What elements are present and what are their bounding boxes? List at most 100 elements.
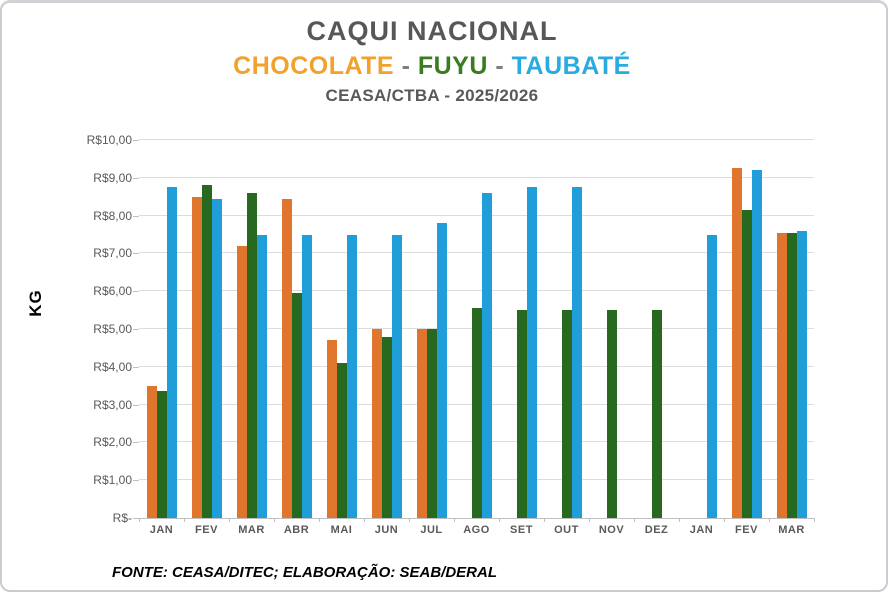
x-tick-mark bbox=[139, 518, 140, 522]
x-tick-mark bbox=[409, 518, 410, 522]
series-legend-label: - bbox=[487, 52, 512, 80]
x-tick-mark bbox=[364, 518, 365, 522]
bar-chocolate bbox=[281, 198, 292, 518]
bar-chocolate bbox=[731, 168, 742, 518]
y-tick-mark bbox=[133, 480, 139, 482]
bar-chocolate bbox=[236, 245, 247, 518]
bar-chocolate bbox=[191, 196, 202, 518]
bar-fuyu bbox=[381, 336, 392, 518]
x-tick-mark bbox=[544, 518, 545, 522]
bar-fuyu bbox=[471, 308, 482, 518]
bar-fuyu bbox=[786, 232, 797, 518]
y-tick-label: R$3,00 bbox=[93, 397, 132, 412]
x-tick-label: AGO bbox=[463, 524, 490, 536]
x-tick-mark bbox=[814, 518, 815, 522]
bar-fuyu bbox=[336, 363, 347, 518]
y-tick-mark bbox=[133, 215, 139, 217]
y-tick-mark bbox=[133, 291, 139, 293]
bar-taubat bbox=[706, 234, 717, 518]
x-tick-label: JUL bbox=[420, 524, 443, 536]
bar-taubat bbox=[301, 234, 312, 518]
chart-header: CAQUI NACIONAL CHOCOLATE - FUYU - TAUBAT… bbox=[2, 16, 862, 106]
y-tick-mark bbox=[133, 253, 139, 255]
gridline bbox=[139, 214, 814, 216]
bar-taubat bbox=[166, 187, 177, 518]
gridline bbox=[139, 139, 814, 140]
bar-fuyu bbox=[651, 310, 662, 518]
x-tick-mark bbox=[274, 518, 275, 522]
bar-taubat bbox=[796, 230, 807, 518]
x-tick-label: OUT bbox=[554, 524, 579, 536]
x-tick-label: FEV bbox=[195, 524, 218, 536]
bar-taubat bbox=[481, 192, 492, 518]
bar-taubat bbox=[571, 187, 582, 518]
bar-fuyu bbox=[606, 310, 617, 518]
chart-title: CAQUI NACIONAL bbox=[306, 16, 558, 46]
x-tick-mark bbox=[589, 518, 590, 522]
bar-fuyu bbox=[246, 192, 257, 518]
y-tick-mark bbox=[133, 177, 139, 179]
bar-fuyu bbox=[201, 185, 212, 518]
bar-fuyu bbox=[156, 391, 167, 518]
y-tick-mark bbox=[133, 329, 139, 330]
x-tick-label: JUN bbox=[374, 524, 399, 536]
x-tick-mark bbox=[319, 518, 320, 522]
gridline bbox=[139, 290, 814, 292]
bar-taubat bbox=[751, 170, 762, 518]
x-tick-mark bbox=[769, 518, 770, 522]
x-tick-label: ABR bbox=[283, 524, 310, 536]
x-tick-mark bbox=[724, 518, 725, 522]
x-axis-line bbox=[139, 518, 814, 519]
x-tick-mark bbox=[679, 518, 680, 522]
x-tick-label: MAI bbox=[330, 524, 353, 536]
bar-chocolate bbox=[326, 340, 337, 518]
bar-fuyu bbox=[426, 329, 437, 518]
bar-fuyu bbox=[516, 310, 527, 518]
chart-subtitle-source-period: CEASA/CTBA - 2025/2026 bbox=[325, 86, 539, 105]
x-tick-mark bbox=[229, 518, 230, 522]
x-tick-mark bbox=[454, 518, 455, 522]
x-tick-label: MAR bbox=[238, 524, 265, 536]
plot-area bbox=[139, 139, 814, 519]
y-tick-label: R$- bbox=[112, 511, 132, 525]
bar-fuyu bbox=[561, 310, 572, 518]
y-tick-label: R$6,00 bbox=[93, 284, 132, 299]
y-tick-mark bbox=[133, 442, 139, 444]
y-tick-label: R$4,00 bbox=[93, 359, 132, 374]
bar-taubat bbox=[526, 187, 537, 518]
series-legend-label: - bbox=[394, 52, 418, 80]
y-tick-label: R$2,00 bbox=[93, 435, 132, 450]
x-tick-label: DEZ bbox=[644, 524, 669, 536]
bar-taubat bbox=[346, 234, 357, 518]
bar-chocolate bbox=[146, 385, 157, 518]
y-tick-mark bbox=[133, 404, 139, 406]
bar-taubat bbox=[436, 223, 447, 518]
x-tick-label: JAN bbox=[689, 524, 714, 536]
y-tick-label: R$8,00 bbox=[93, 208, 132, 223]
series-legend-label: FUYU bbox=[417, 52, 488, 80]
y-tick-mark bbox=[133, 140, 139, 141]
x-tick-mark bbox=[499, 518, 500, 522]
x-tick-label: FEV bbox=[735, 524, 758, 536]
y-tick-mark bbox=[133, 366, 139, 368]
chart-subtitle-series-legend: CHOCOLATE - FUYU - TAUBATÉ bbox=[2, 52, 862, 81]
bar-taubat bbox=[256, 234, 267, 518]
y-tick-label: R$10,00 bbox=[86, 133, 132, 147]
series-legend-label: CHOCOLATE bbox=[233, 52, 395, 80]
y-tick-label: R$9,00 bbox=[93, 170, 132, 185]
gridline bbox=[139, 252, 814, 254]
bar-chocolate bbox=[416, 329, 427, 518]
x-tick-mark bbox=[634, 518, 635, 522]
gridline bbox=[139, 176, 814, 178]
series-legend-label: TAUBATÉ bbox=[511, 52, 631, 80]
bar-taubat bbox=[391, 234, 402, 518]
x-tick-label: NOV bbox=[598, 524, 625, 536]
x-tick-label: MAR bbox=[778, 524, 805, 536]
x-tick-mark bbox=[184, 518, 185, 522]
bar-chocolate bbox=[371, 329, 382, 518]
bar-taubat bbox=[211, 198, 222, 518]
bar-chocolate bbox=[776, 232, 787, 518]
x-tick-label: SET bbox=[510, 524, 533, 536]
y-tick-label: R$5,00 bbox=[93, 322, 132, 336]
